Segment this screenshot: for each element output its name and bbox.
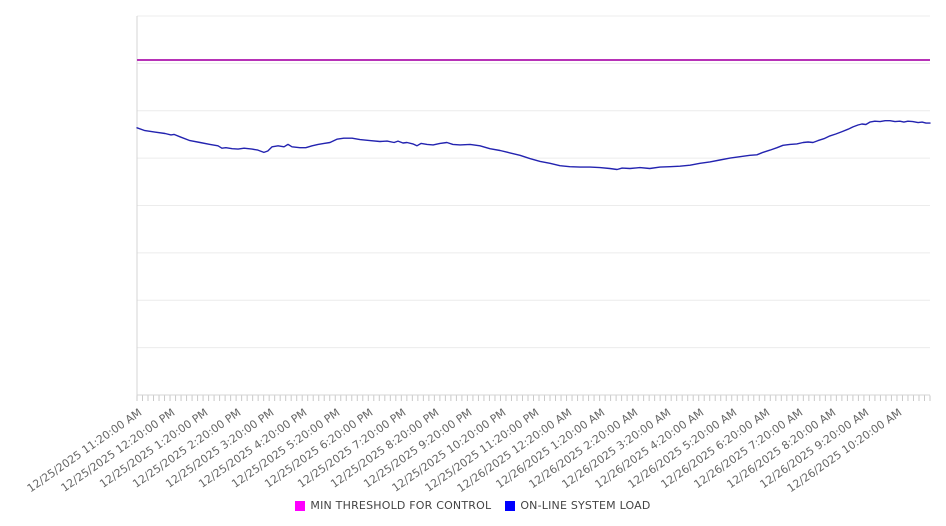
legend-item-min-threshold[interactable]: MIN THRESHOLD FOR CONTROL: [295, 499, 491, 512]
legend-label: ON-LINE SYSTEM LOAD: [520, 499, 651, 512]
min-threshold-swatch-icon: [295, 500, 306, 511]
chart-legend: MIN THRESHOLD FOR CONTROL ON-LINE SYSTEM…: [0, 499, 946, 512]
legend-item-online-system-load[interactable]: ON-LINE SYSTEM LOAD: [505, 499, 650, 512]
legend-label: MIN THRESHOLD FOR CONTROL: [310, 499, 492, 512]
online-system-load-swatch-icon: [505, 500, 516, 511]
